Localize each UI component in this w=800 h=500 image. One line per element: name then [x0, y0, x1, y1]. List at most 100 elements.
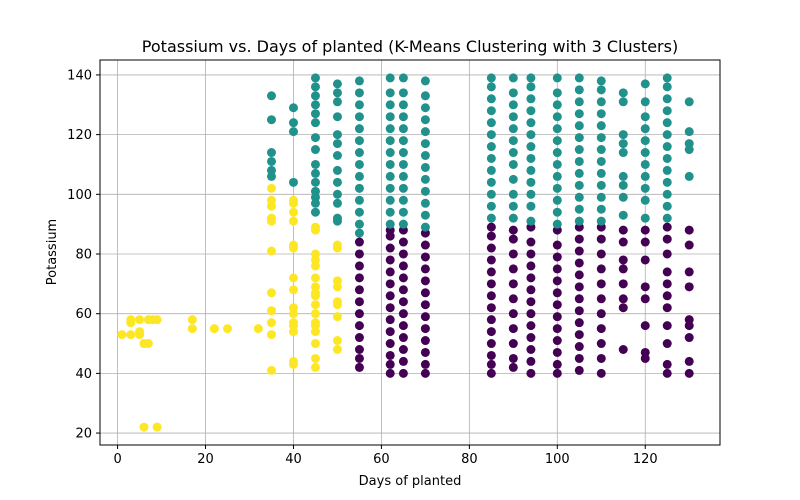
data-point [552, 312, 562, 322]
data-point [385, 73, 395, 83]
data-point [508, 100, 518, 110]
data-point [398, 356, 408, 366]
data-point [574, 330, 584, 340]
data-point [385, 350, 395, 360]
data-point [385, 124, 395, 134]
data-point [662, 177, 672, 187]
data-point [662, 291, 672, 301]
data-point [420, 300, 430, 310]
data-point [640, 112, 650, 122]
data-point [618, 255, 628, 265]
data-point [288, 207, 298, 217]
data-point [574, 180, 584, 190]
x-tick-label: 120 [633, 452, 658, 467]
data-point [574, 246, 584, 256]
data-point [420, 139, 430, 149]
data-point [266, 165, 276, 175]
data-point [574, 282, 584, 292]
data-point [385, 339, 395, 349]
data-point [596, 368, 606, 378]
data-point [288, 303, 298, 313]
data-point [618, 97, 628, 107]
data-point [398, 207, 408, 217]
data-point [266, 318, 276, 328]
data-point [266, 156, 276, 166]
data-point [385, 243, 395, 253]
data-point [526, 216, 536, 226]
data-point [310, 249, 320, 259]
data-point [596, 249, 606, 259]
data-point [486, 291, 496, 301]
data-point [662, 94, 672, 104]
data-point [398, 159, 408, 169]
data-point [574, 234, 584, 244]
data-point [596, 204, 606, 214]
data-point [310, 339, 320, 349]
data-point [332, 112, 342, 122]
x-tick-label: 60 [373, 452, 390, 467]
data-point [684, 127, 694, 137]
data-point [486, 231, 496, 241]
data-point [332, 189, 342, 199]
data-point [398, 171, 408, 181]
data-point [354, 237, 364, 247]
data-point [640, 282, 650, 292]
data-point [574, 294, 584, 304]
data-point [310, 133, 320, 143]
data-point [596, 294, 606, 304]
data-point [596, 145, 606, 155]
data-point [486, 165, 496, 175]
data-point [266, 213, 276, 223]
data-point [385, 303, 395, 313]
data-point [596, 234, 606, 244]
data-point [526, 237, 536, 247]
data-point [640, 136, 650, 146]
data-point [552, 207, 562, 217]
data-point [618, 139, 628, 149]
data-point [420, 210, 430, 220]
data-point [486, 118, 496, 128]
data-point [486, 142, 496, 152]
data-point [574, 97, 584, 107]
data-point [420, 127, 430, 137]
data-point [354, 309, 364, 319]
data-point [486, 222, 496, 232]
data-point [420, 222, 430, 232]
data-point [552, 219, 562, 229]
data-point [332, 240, 342, 250]
data-point [152, 422, 162, 432]
data-point [526, 189, 536, 199]
data-point [354, 362, 364, 372]
data-point [508, 174, 518, 184]
data-point [596, 216, 606, 226]
data-point [139, 422, 149, 432]
data-point [596, 97, 606, 107]
data-point [420, 347, 430, 357]
y-tick-label: 20 [75, 427, 92, 442]
x-axis-label: Days of planted [359, 474, 462, 489]
data-point [288, 285, 298, 295]
data-point [310, 118, 320, 128]
data-point [618, 237, 628, 247]
data-point [552, 252, 562, 262]
data-point [288, 177, 298, 187]
data-point [420, 103, 430, 113]
data-point [420, 312, 430, 322]
data-point [398, 249, 408, 259]
data-point [618, 345, 628, 354]
data-point [526, 333, 536, 343]
data-point [640, 294, 650, 304]
data-point [618, 294, 628, 304]
data-point [574, 133, 584, 143]
data-point [385, 112, 395, 122]
data-point [266, 288, 276, 298]
data-point [288, 103, 298, 113]
data-point [420, 336, 430, 346]
data-point [354, 333, 364, 343]
data-point [385, 279, 395, 289]
y-tick-label: 120 [67, 128, 92, 143]
ticks-layer: 0 20 40 60 80 100 120 20 40 60 80 100 120 140 [67, 68, 657, 467]
data-point [640, 97, 650, 107]
data-point [596, 264, 606, 274]
data-point [662, 339, 672, 349]
